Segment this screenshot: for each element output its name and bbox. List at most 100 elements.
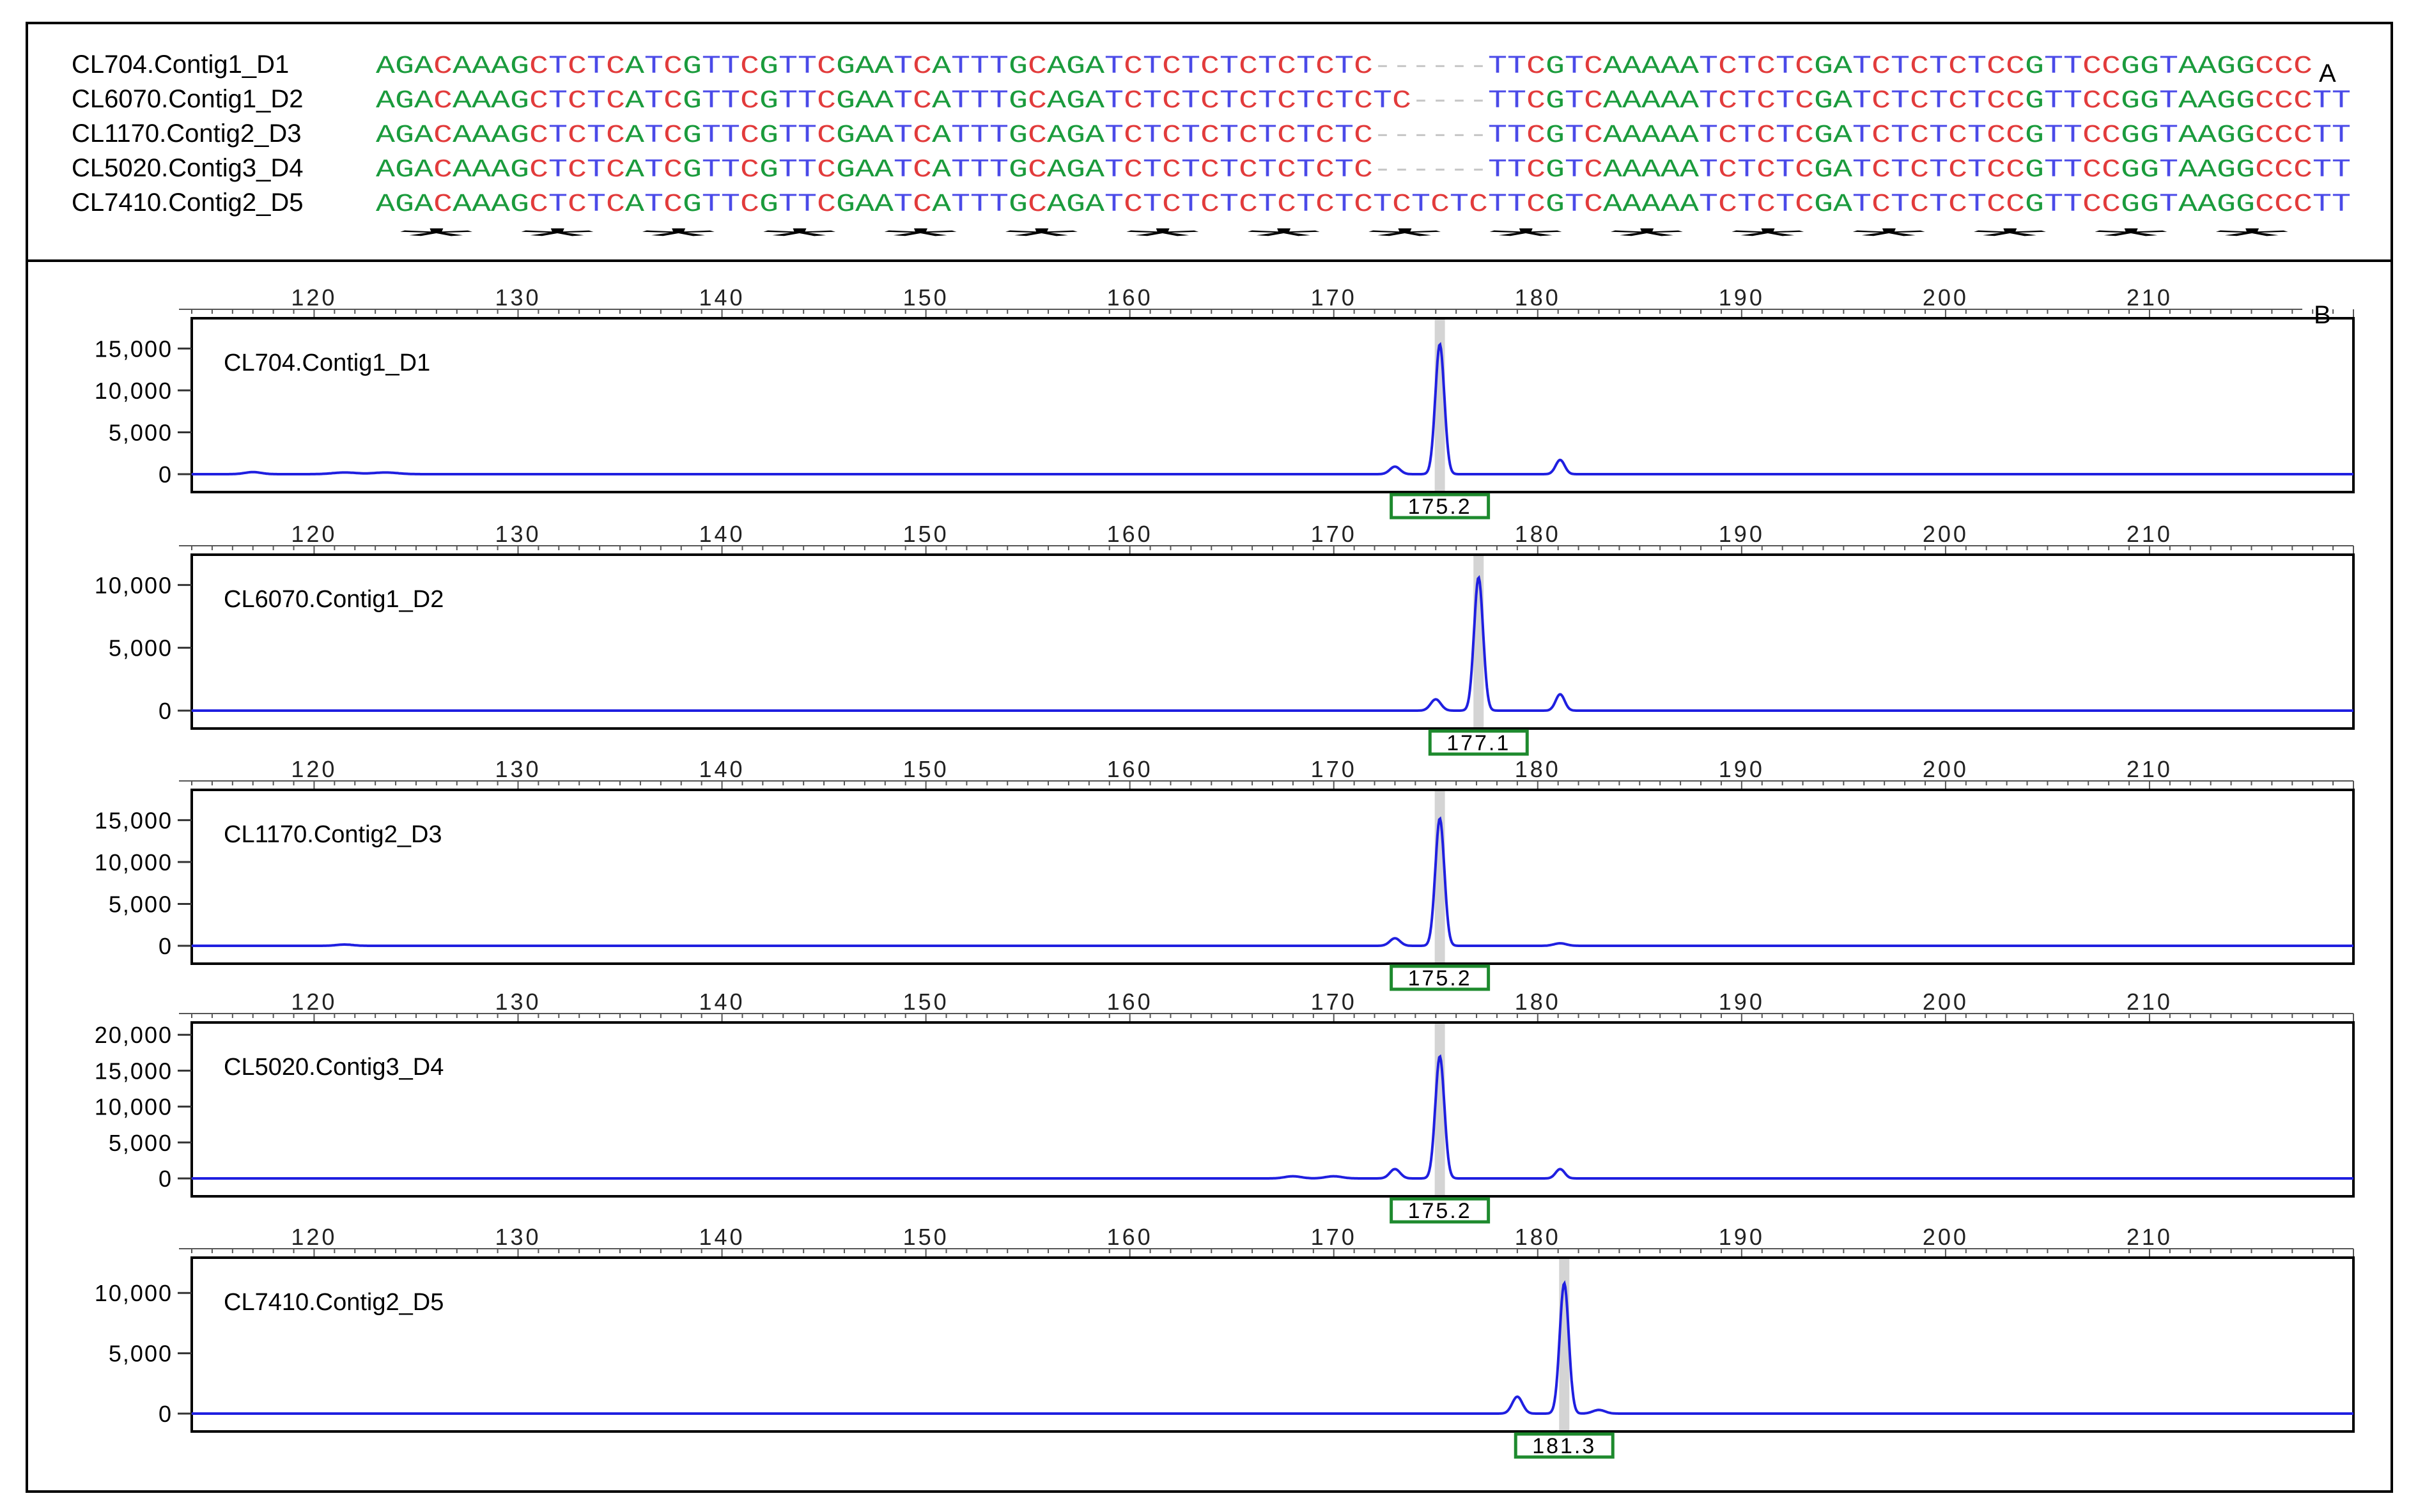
- x-tick-label: 150: [903, 989, 949, 1015]
- plot-frame: [190, 1256, 2355, 1433]
- y-tick-label: 10,000: [95, 378, 173, 404]
- plot-frame: [190, 553, 2355, 730]
- x-tick-label: 150: [903, 284, 949, 311]
- x-tick-label: 160: [1107, 756, 1153, 782]
- x-tick-label: 160: [1107, 521, 1153, 547]
- x-tick-label: 130: [495, 989, 541, 1015]
- y-tick-label: 5,000: [109, 891, 173, 917]
- trace-panel: 120 130 140 150 160 170 180 190 200 210 0 5,000 10,0…: [95, 521, 2355, 756]
- sample-name: CL7410.Contig2_D5: [224, 1289, 444, 1316]
- peak-label: 175.2: [1408, 495, 1472, 519]
- x-tick-label: 140: [699, 989, 745, 1015]
- x-tick-label: 210: [2127, 989, 2173, 1015]
- x-tick-label: 180: [1515, 1224, 1561, 1250]
- y-tick-label: 0: [159, 698, 173, 724]
- plot-frame: [190, 317, 2355, 493]
- trace-panel: 120 130 140 150 160 170 180 190 200 210 0 5,000 10,0…: [95, 989, 2355, 1224]
- y-tick-label: 0: [159, 933, 173, 959]
- x-tick-label: 210: [2127, 1224, 2173, 1250]
- plot-frame: [190, 1021, 2355, 1198]
- trace-panel: 120 130 140 150 160 170 180 190 200 210 0 5,000 10,0…: [95, 1224, 2355, 1459]
- x-tick-label: 140: [699, 756, 745, 782]
- x-tick-label: 130: [495, 284, 541, 311]
- y-tick-label: 15,000: [95, 807, 173, 833]
- x-tick-label: 120: [291, 1224, 337, 1250]
- y-tick-label: 5,000: [109, 1341, 173, 1367]
- x-tick-label: 200: [1923, 989, 1969, 1015]
- x-tick-label: 180: [1515, 989, 1561, 1015]
- y-tick-label: 15,000: [95, 1058, 173, 1084]
- x-tick-label: 190: [1719, 756, 1765, 782]
- x-tick-label: 120: [291, 521, 337, 547]
- y-tick-label: 10,000: [95, 1280, 173, 1306]
- peak-label: 181.3: [1532, 1434, 1596, 1458]
- plot-frame: [190, 789, 2355, 965]
- trace-line: [192, 1054, 2353, 1180]
- alignment-row-label: CL1170.Contig2_D3: [72, 120, 302, 148]
- x-tick-label: 180: [1515, 521, 1561, 547]
- trace-line: [192, 342, 2353, 475]
- x-tick-label: 160: [1107, 284, 1153, 311]
- x-tick-label: 140: [699, 1224, 745, 1250]
- peak-highlight: [1434, 791, 1445, 962]
- x-tick-label: 120: [291, 284, 337, 311]
- peak-label-box: [1428, 729, 1529, 756]
- peak-label: 175.2: [1408, 966, 1472, 991]
- x-tick-label: 190: [1719, 521, 1765, 547]
- alignment-row-label: CL6070.Contig1_D2: [72, 85, 303, 113]
- y-tick-label: 20,000: [95, 1022, 173, 1048]
- x-tick-label: 160: [1107, 989, 1153, 1015]
- peak-label: 175.2: [1408, 1199, 1472, 1223]
- y-tick-label: 5,000: [109, 419, 173, 445]
- x-tick-label: 210: [2127, 521, 2173, 547]
- y-tick-label: 15,000: [95, 336, 173, 362]
- alignment-row-label: CL704.Contig1_D1: [72, 50, 289, 79]
- x-tick-label: 130: [495, 521, 541, 547]
- y-tick-label: 5,000: [109, 635, 173, 661]
- x-tick-label: 190: [1719, 284, 1765, 311]
- x-tick-label: 160: [1107, 1224, 1153, 1250]
- x-tick-label: 210: [2127, 756, 2173, 782]
- x-tick-label: 140: [699, 284, 745, 311]
- x-tick-label: 190: [1719, 1224, 1765, 1250]
- panel-b-letter: B: [2314, 301, 2331, 329]
- x-tick-label: 140: [699, 521, 745, 547]
- trace-line: [192, 575, 2353, 712]
- trace-line: [192, 1280, 2353, 1415]
- x-tick-label: 210: [2127, 284, 2173, 311]
- electropherograms: 120 130 140 150 160 170 180 190 200 210 0 5,000 10,0…: [95, 284, 2355, 1459]
- sample-name: CL5020.Contig3_D4: [224, 1054, 444, 1081]
- x-tick-label: 180: [1515, 284, 1561, 311]
- x-tick-label: 150: [903, 1224, 949, 1250]
- panel-b-frame: [26, 259, 2393, 1493]
- x-tick-label: 150: [903, 756, 949, 782]
- x-tick-label: 120: [291, 756, 337, 782]
- x-tick-label: 180: [1515, 756, 1561, 782]
- trace-panel: 120 130 140 150 160 170 180 190 200 210 0 5,000 10,0…: [95, 756, 2355, 991]
- sample-name: CL1170.Contig2_D3: [224, 821, 442, 848]
- x-tick-label: 170: [1311, 1224, 1357, 1250]
- y-tick-label: 0: [159, 1401, 173, 1427]
- x-tick-label: 130: [495, 756, 541, 782]
- y-tick-label: 0: [159, 461, 173, 488]
- alignment-row-label: CL5020.Contig3_D4: [72, 154, 303, 182]
- x-tick-label: 170: [1311, 989, 1357, 1015]
- x-tick-label: 200: [1923, 521, 1969, 547]
- y-tick-label: 10,000: [95, 849, 173, 876]
- y-tick-label: 10,000: [95, 572, 173, 598]
- peak-label-box: [1514, 1432, 1615, 1459]
- trace-line: [192, 816, 2353, 947]
- y-tick-label: 0: [159, 1166, 173, 1192]
- alignment-row-label: CL7410.Contig2_D5: [72, 189, 303, 217]
- trace-panel: 120 130 140 150 160 170 180 190 200 210 0 5,000 10,0…: [95, 284, 2355, 520]
- sample-name: CL6070.Contig1_D2: [224, 586, 444, 613]
- x-tick-label: 170: [1311, 284, 1357, 311]
- x-tick-label: 200: [1923, 284, 1969, 311]
- y-tick-label: 10,000: [95, 1094, 173, 1120]
